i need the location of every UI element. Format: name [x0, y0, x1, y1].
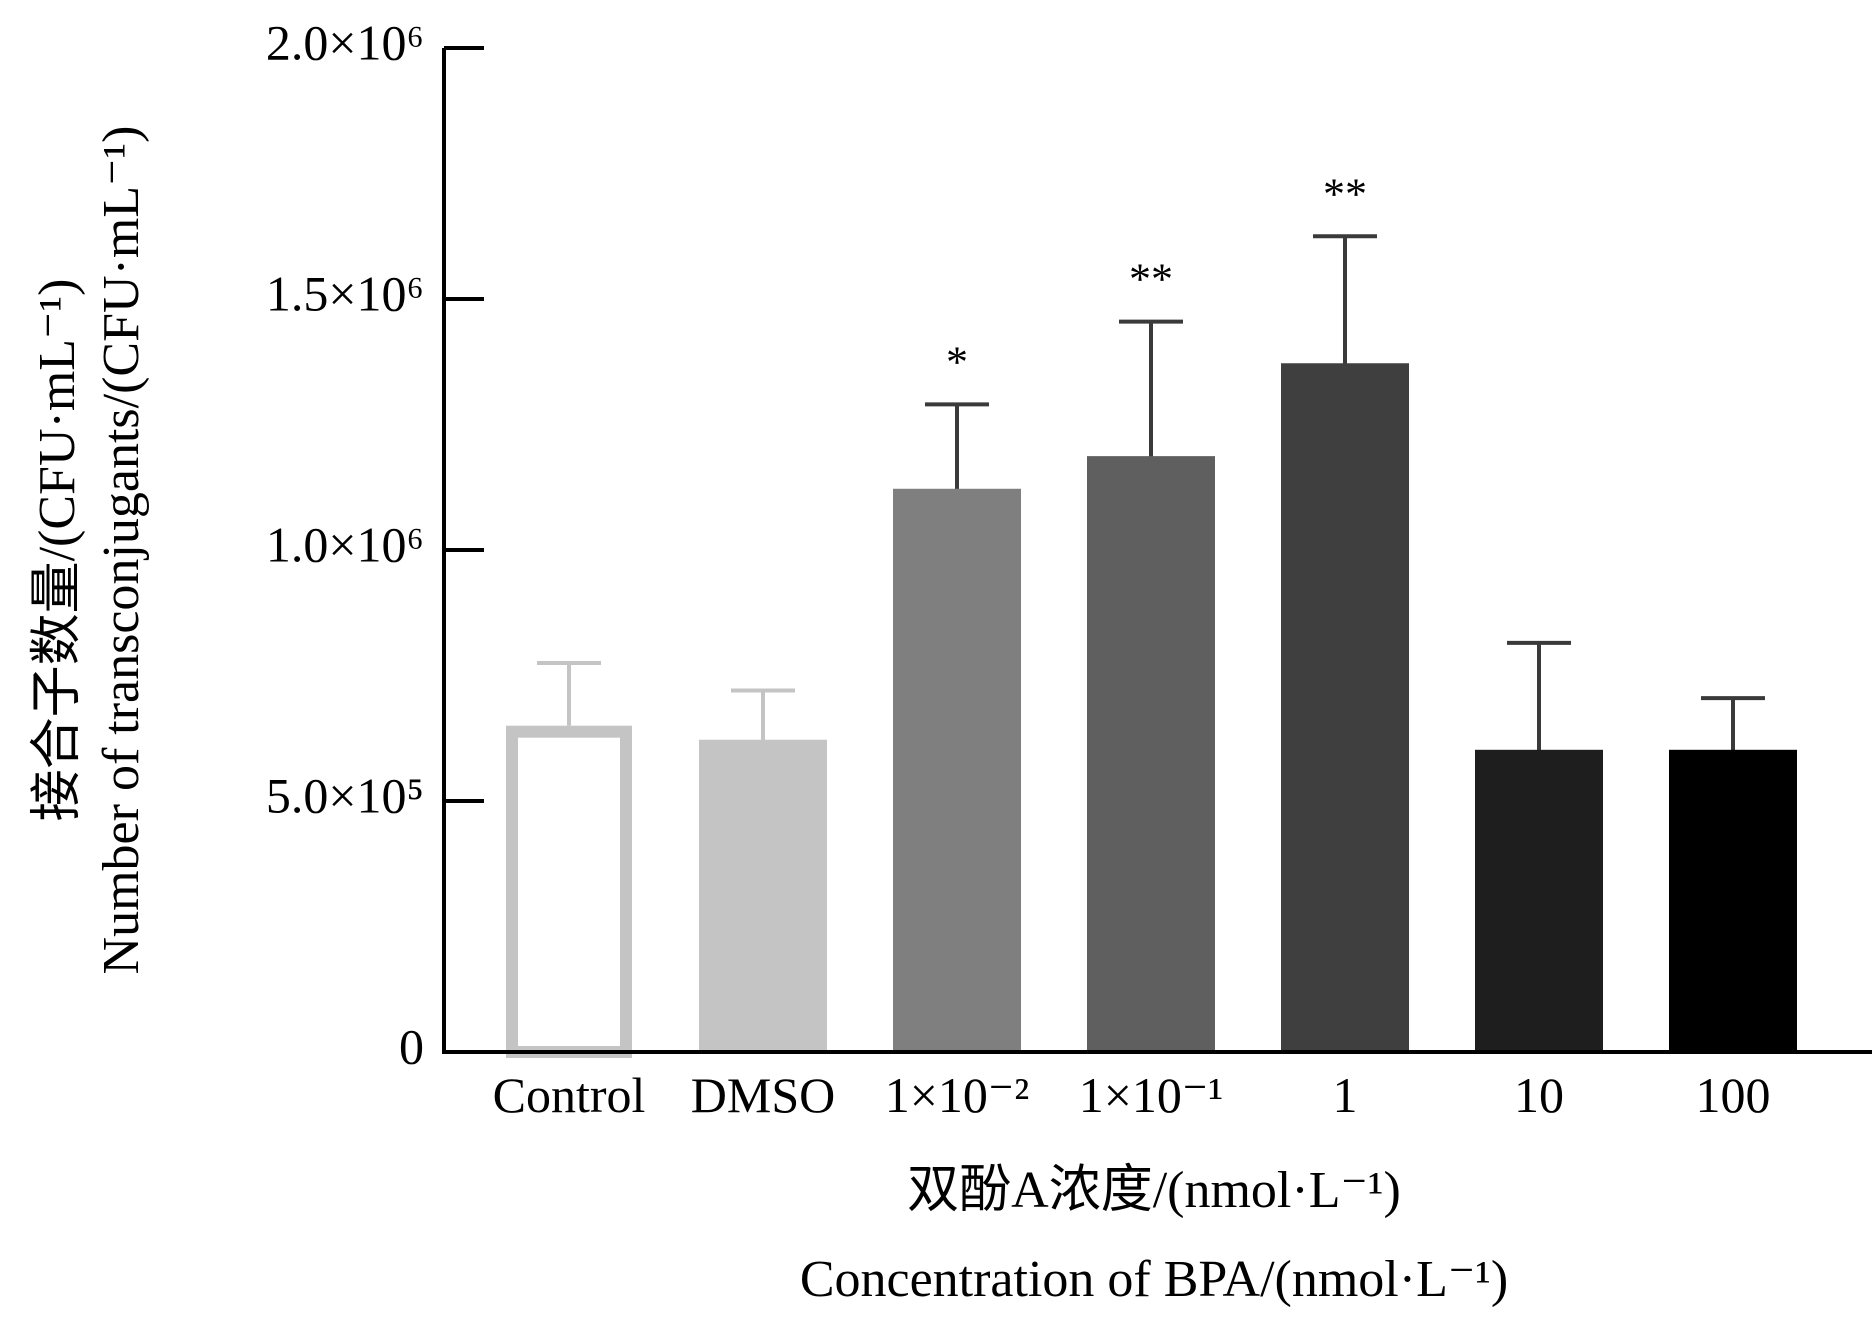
x-category-label: DMSO [691, 1067, 835, 1123]
y-tick-label: 1.0×10⁶ [266, 516, 424, 572]
y-tick-label: 0 [399, 1018, 424, 1074]
y-tick-label: 1.5×10⁶ [266, 265, 424, 321]
x-axis-title-cn: 双酚A浓度/(nmol·L⁻¹) [907, 1162, 1401, 1219]
x-category-labels: Control DMSO 1×10⁻² 1×10⁻¹ 1 10 100 [493, 1067, 1771, 1123]
bar [1281, 363, 1409, 1053]
bar [699, 739, 827, 1053]
significance-mark: ** [1129, 255, 1173, 304]
bar [1087, 456, 1215, 1053]
x-category-label: 1×10⁻² [885, 1067, 1030, 1123]
bar [1669, 749, 1797, 1053]
y-ticks: 0 5.0×10⁵ 1.0×10⁶ 1.5×10⁶ 2.0×10⁶ [266, 14, 484, 1074]
y-tick-label: 5.0×10⁵ [266, 767, 424, 823]
significance-mark: ** [1323, 169, 1367, 218]
bar [893, 488, 1021, 1053]
bars-layer: ***** [506, 169, 1797, 1058]
x-category-label: 10 [1514, 1067, 1564, 1123]
bar [1475, 749, 1603, 1053]
y-tick-label: 2.0×10⁶ [266, 14, 424, 70]
x-category-label: 100 [1696, 1067, 1771, 1123]
x-category-label: Control [493, 1067, 646, 1123]
bar [506, 725, 632, 1058]
x-category-label: 1×10⁻¹ [1079, 1067, 1224, 1123]
x-category-label: 1 [1333, 1067, 1358, 1123]
y-axis-title-en: Number of transconjugants/(CFU·mL⁻¹) [93, 126, 150, 975]
significance-mark: * [946, 337, 968, 386]
y-axis-title-cn: 接合子数量/(CFU·mL⁻¹) [29, 279, 86, 822]
x-axis-title-en: Concentration of BPA/(nmol·L⁻¹) [800, 1251, 1508, 1308]
